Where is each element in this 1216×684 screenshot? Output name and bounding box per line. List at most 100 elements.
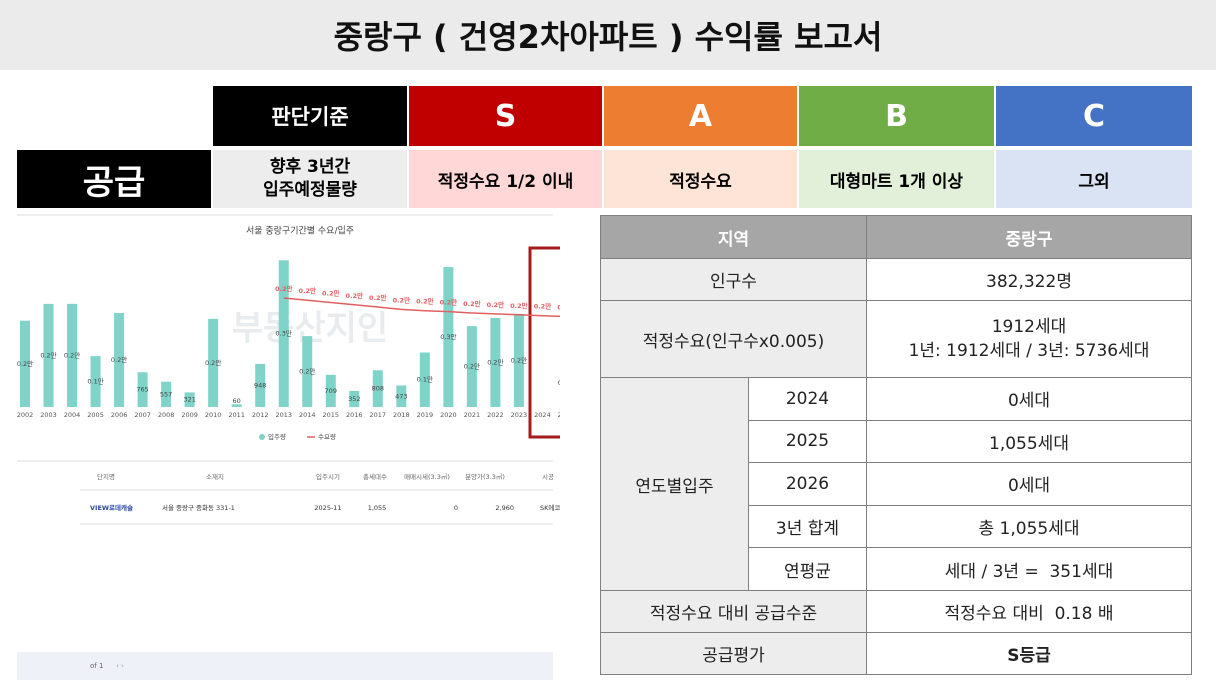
table-cell: 2,960 — [495, 504, 514, 512]
criteria-item: 향후 3년간 입주예정물량 — [213, 150, 407, 208]
x-tick-label: 2007 — [134, 411, 151, 419]
bar-label: 321 — [183, 396, 195, 404]
x-tick-label: 2005 — [87, 411, 104, 419]
grade-cell: 적정수요 — [604, 150, 797, 208]
bar — [114, 312, 125, 407]
line-label: 0.2만 — [393, 295, 411, 304]
label-cell: 인구수 — [600, 258, 867, 301]
bar — [349, 391, 360, 407]
pagination: of 1 — [90, 662, 103, 670]
x-tick-label: 2015 — [322, 411, 339, 419]
grade-header: C — [996, 86, 1192, 146]
line-label: 0.2만 — [369, 293, 387, 302]
line-label: 0.2만 — [440, 298, 458, 307]
bar-label: 0.3만 — [276, 329, 292, 338]
bar — [184, 392, 195, 407]
grade-cell: 그외 — [996, 150, 1192, 208]
item-line: 입주예정물량 — [263, 180, 357, 200]
bar-label: 0.3만 — [440, 332, 456, 341]
x-tick-label: 2017 — [370, 411, 387, 419]
grade-header: A — [604, 86, 797, 146]
table-header: 소재지 — [206, 472, 224, 481]
chart-title: 서울 중랑구기간별 수요/입주 — [246, 225, 354, 237]
bar-label: 0.2만 — [487, 357, 503, 366]
label-cell: 2026 — [748, 462, 867, 506]
bar-label: 0.2만 — [64, 350, 80, 359]
bar-label: 709 — [325, 387, 337, 395]
value-line: 1912세대 — [991, 317, 1067, 337]
bar — [466, 326, 477, 407]
grade-cell: 적정수요 1/2 이내 — [409, 150, 602, 208]
pager-arrows: ‹ › — [116, 662, 124, 670]
bar-label: 0.1만 — [558, 378, 560, 387]
x-tick-label: 2022 — [487, 411, 504, 419]
label-cell: 2025 — [748, 419, 867, 464]
x-tick-label: 2020 — [440, 411, 457, 419]
bar — [208, 318, 219, 407]
x-tick-label: 2008 — [158, 411, 175, 419]
table-cell: 2025-11 — [314, 504, 341, 512]
highlight-box — [528, 246, 560, 439]
bar-label: 0.2만 — [205, 358, 221, 367]
row-label: 공급 — [17, 150, 211, 208]
x-tick-label: 2012 — [252, 411, 269, 419]
value-cell: 1912세대 1년: 1912세대 / 3년: 5736세대 — [866, 300, 1192, 378]
value-cell: 총 1,055세대 — [866, 504, 1192, 549]
legend-label: 입주량 — [268, 433, 286, 441]
value-cell: 세대 / 3년 = 351세대 — [866, 547, 1192, 591]
x-tick-label: 2009 — [181, 411, 198, 419]
bar — [490, 317, 501, 407]
bar — [443, 267, 454, 407]
x-tick-label: 2025 — [558, 411, 560, 419]
table-header: 단지명 — [97, 472, 115, 481]
table-header: 시공 — [542, 473, 554, 481]
bar — [513, 313, 524, 407]
line-label: 0.2만 — [275, 284, 293, 293]
bar-label: 0.2만 — [111, 355, 127, 364]
x-tick-label: 2014 — [299, 411, 316, 419]
bar-label: 0.2만 — [464, 362, 480, 371]
table-header: 분양가(3.3㎡) — [465, 472, 505, 481]
bar-label: 352 — [348, 395, 360, 403]
x-tick-label: 2003 — [40, 411, 57, 419]
criteria-header: 판단기준 — [213, 86, 407, 146]
line-label: 0.2만 — [557, 303, 560, 312]
bar — [90, 356, 101, 407]
bar — [325, 374, 336, 407]
table-header: 중랑구 — [866, 215, 1192, 259]
bar-label: 473 — [395, 392, 407, 400]
line-label: 0.2만 — [510, 301, 528, 310]
value-cell: S등급 — [866, 632, 1192, 675]
title: 중랑구 ( 건영2차아파트 ) 수익률 보고서 — [0, 0, 1216, 70]
x-tick-label: 2004 — [64, 411, 81, 419]
table-cell: 서울 중랑구 중화동 331-1 — [162, 503, 235, 512]
bar-label: 0.2만 — [511, 355, 527, 364]
x-tick-label: 2013 — [275, 411, 292, 419]
bar-label: 808 — [372, 385, 384, 393]
x-tick-label: 2002 — [17, 411, 34, 419]
table-cell: 0 — [454, 504, 458, 512]
line-label: 0.2만 — [534, 302, 552, 311]
label-cell: 2024 — [748, 377, 867, 421]
value-cell: 적정수요 대비 0.18 배 — [866, 590, 1192, 633]
line-label: 0.2만 — [298, 286, 316, 295]
line-label: 0.2만 — [416, 297, 434, 306]
bar — [396, 385, 407, 407]
legend-label: 수요량 — [318, 433, 336, 441]
bar — [278, 260, 289, 407]
x-tick-label: 2011 — [228, 411, 245, 419]
value-cell: 0세대 — [866, 462, 1192, 506]
bar — [302, 336, 313, 407]
bar — [20, 320, 30, 407]
table-header: 지역 — [600, 215, 867, 259]
line-label: 0.2만 — [322, 289, 340, 298]
table-header: 입주시기 — [316, 472, 340, 481]
label-cell: 연도별입주 — [600, 377, 749, 591]
line-label: 0.2만 — [487, 300, 505, 309]
item-line: 향후 3년간 — [269, 157, 351, 177]
x-tick-label: 2016 — [346, 411, 363, 419]
table-header: 매매시세(3.3㎡) — [404, 472, 450, 481]
label-cell: 적정수요 대비 공급수준 — [600, 590, 867, 633]
bar-label: 948 — [254, 381, 266, 389]
